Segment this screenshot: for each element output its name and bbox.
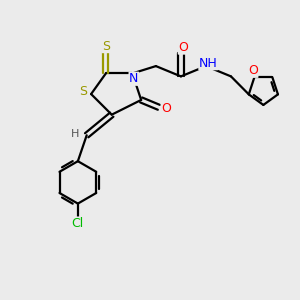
Text: Cl: Cl (72, 217, 84, 230)
Text: NH: NH (199, 57, 218, 70)
Text: O: O (178, 41, 188, 54)
Text: S: S (79, 85, 87, 98)
Text: O: O (161, 102, 171, 115)
Text: O: O (248, 64, 258, 77)
Text: S: S (102, 40, 110, 52)
Text: N: N (129, 72, 139, 85)
Text: H: H (71, 129, 80, 139)
